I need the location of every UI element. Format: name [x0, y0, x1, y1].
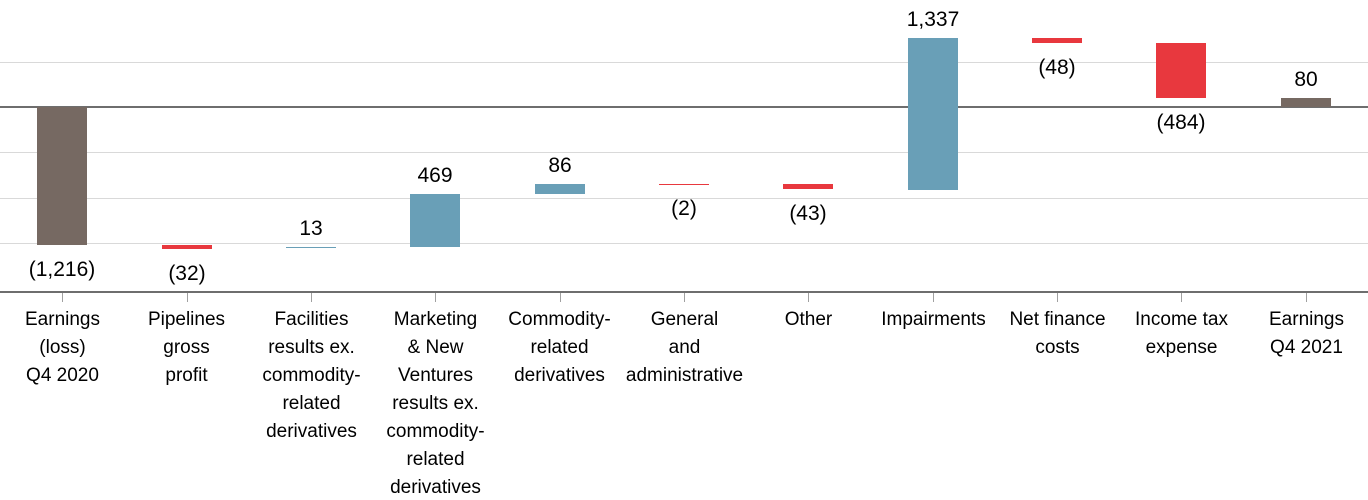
- x-axis-label: Net finance costs: [995, 306, 1120, 362]
- x-axis-label: General and administrative: [622, 306, 747, 390]
- bar-value-label: 469: [417, 164, 453, 187]
- waterfall-bar: [659, 184, 709, 185]
- x-axis-label-line: commodity-: [262, 365, 361, 386]
- x-axis-label-line: Other: [784, 309, 833, 330]
- x-axis-label: Impairments: [871, 306, 996, 334]
- bar-value-label: (48): [1038, 56, 1076, 79]
- x-axis-labels: Earnings (loss) Q4 2020 Pipelines gross profi…: [0, 306, 1368, 500]
- x-axis-tick: [1306, 293, 1307, 302]
- x-axis-label-line: Earnings: [1269, 309, 1344, 330]
- x-axis-tick: [1181, 293, 1182, 302]
- x-axis-label-line: Income tax: [1135, 309, 1228, 330]
- waterfall-bar: [908, 38, 958, 190]
- waterfall-bar: [783, 184, 833, 189]
- waterfall-bar: [1156, 43, 1206, 98]
- x-axis-tick: [808, 293, 809, 302]
- y-gridline: [0, 62, 1368, 63]
- y-gridline: [0, 243, 1368, 244]
- waterfall-bar: [286, 247, 336, 248]
- x-axis-label-line: Earnings: [25, 309, 100, 330]
- x-axis-label-line: General: [650, 309, 719, 330]
- x-axis-label-line: Marketing: [393, 309, 478, 330]
- x-axis-label-line: and: [668, 337, 701, 358]
- bar-value-label: (32): [168, 262, 206, 285]
- x-axis-label: Pipelines gross profit: [124, 306, 249, 390]
- x-axis-tick: [560, 293, 561, 302]
- bar-value-label: 13: [299, 217, 323, 240]
- x-axis-tick: [1057, 293, 1058, 302]
- x-axis-label-line: results ex.: [392, 393, 479, 414]
- y-gridline: [0, 198, 1368, 199]
- x-axis-label-line: derivatives: [390, 477, 481, 498]
- y-gridline: [0, 152, 1368, 153]
- bar-value-label: (1,216): [28, 258, 96, 281]
- x-axis-label-line: Ventures: [398, 365, 473, 386]
- waterfall-bar: [162, 245, 212, 249]
- x-axis-tick: [684, 293, 685, 302]
- x-axis-label-line: costs: [1035, 337, 1080, 358]
- x-axis-label: Other: [746, 306, 871, 334]
- waterfall-bar: [1032, 38, 1082, 43]
- x-axis-label-line: Facilities: [274, 309, 349, 330]
- bar-value-label: (43): [789, 202, 827, 225]
- x-axis-label: Earnings (loss) Q4 2020: [0, 306, 125, 390]
- x-axis-label-line: results ex.: [268, 337, 355, 358]
- x-axis-tick: [187, 293, 188, 302]
- x-axis-label-line: gross: [163, 337, 210, 358]
- x-axis-tick: [435, 293, 436, 302]
- x-axis-label-line: (loss): [39, 337, 86, 358]
- bar-value-label: 86: [548, 154, 572, 177]
- x-axis-tick: [311, 293, 312, 302]
- x-axis-label-line: Q4 2020: [26, 365, 99, 386]
- x-axis-label-line: commodity-: [386, 421, 485, 442]
- x-axis-tick: [933, 293, 934, 302]
- x-axis-label: Facilities results ex. commodity-related de…: [249, 306, 374, 446]
- x-axis-label-line: Impairments: [881, 309, 986, 330]
- x-axis-label-line: expense: [1145, 337, 1218, 358]
- bar-value-label: (2): [671, 197, 697, 220]
- x-axis-label-line: related: [282, 393, 341, 414]
- x-axis-label-line: related: [530, 337, 589, 358]
- x-axis-label: Commodity-related derivatives: [497, 306, 622, 390]
- x-axis-label-line: related: [406, 449, 465, 470]
- bar-value-label: (484): [1156, 111, 1206, 134]
- waterfall-bar: [410, 194, 460, 247]
- x-axis-label-line: derivatives: [266, 421, 357, 442]
- x-axis-label-line: & New: [407, 337, 464, 358]
- x-axis-label-line: administrative: [625, 365, 744, 386]
- waterfall-bar: [535, 184, 585, 194]
- x-axis-label-line: derivatives: [514, 365, 605, 386]
- waterfall-bar: [37, 107, 87, 245]
- bar-value-label: 1,337: [906, 8, 960, 31]
- zero-baseline: [0, 106, 1368, 108]
- bar-value-label: 80: [1294, 68, 1318, 91]
- x-axis-line: [0, 291, 1368, 293]
- x-axis-label-line: Net finance: [1009, 309, 1106, 330]
- x-axis-tick: [62, 293, 63, 302]
- x-axis-label-line: profit: [165, 365, 208, 386]
- x-axis-label-line: Q4 2021: [1270, 337, 1343, 358]
- x-axis-label: Earnings Q4 2021: [1244, 306, 1368, 362]
- waterfall-bar: [1281, 98, 1331, 107]
- x-axis-label: Marketing & New Ventures results ex. commodi…: [373, 306, 498, 500]
- x-axis-label-line: Commodity-: [508, 309, 611, 330]
- x-axis-label-line: Pipelines: [147, 309, 226, 330]
- x-axis-label: Income tax expense: [1119, 306, 1244, 362]
